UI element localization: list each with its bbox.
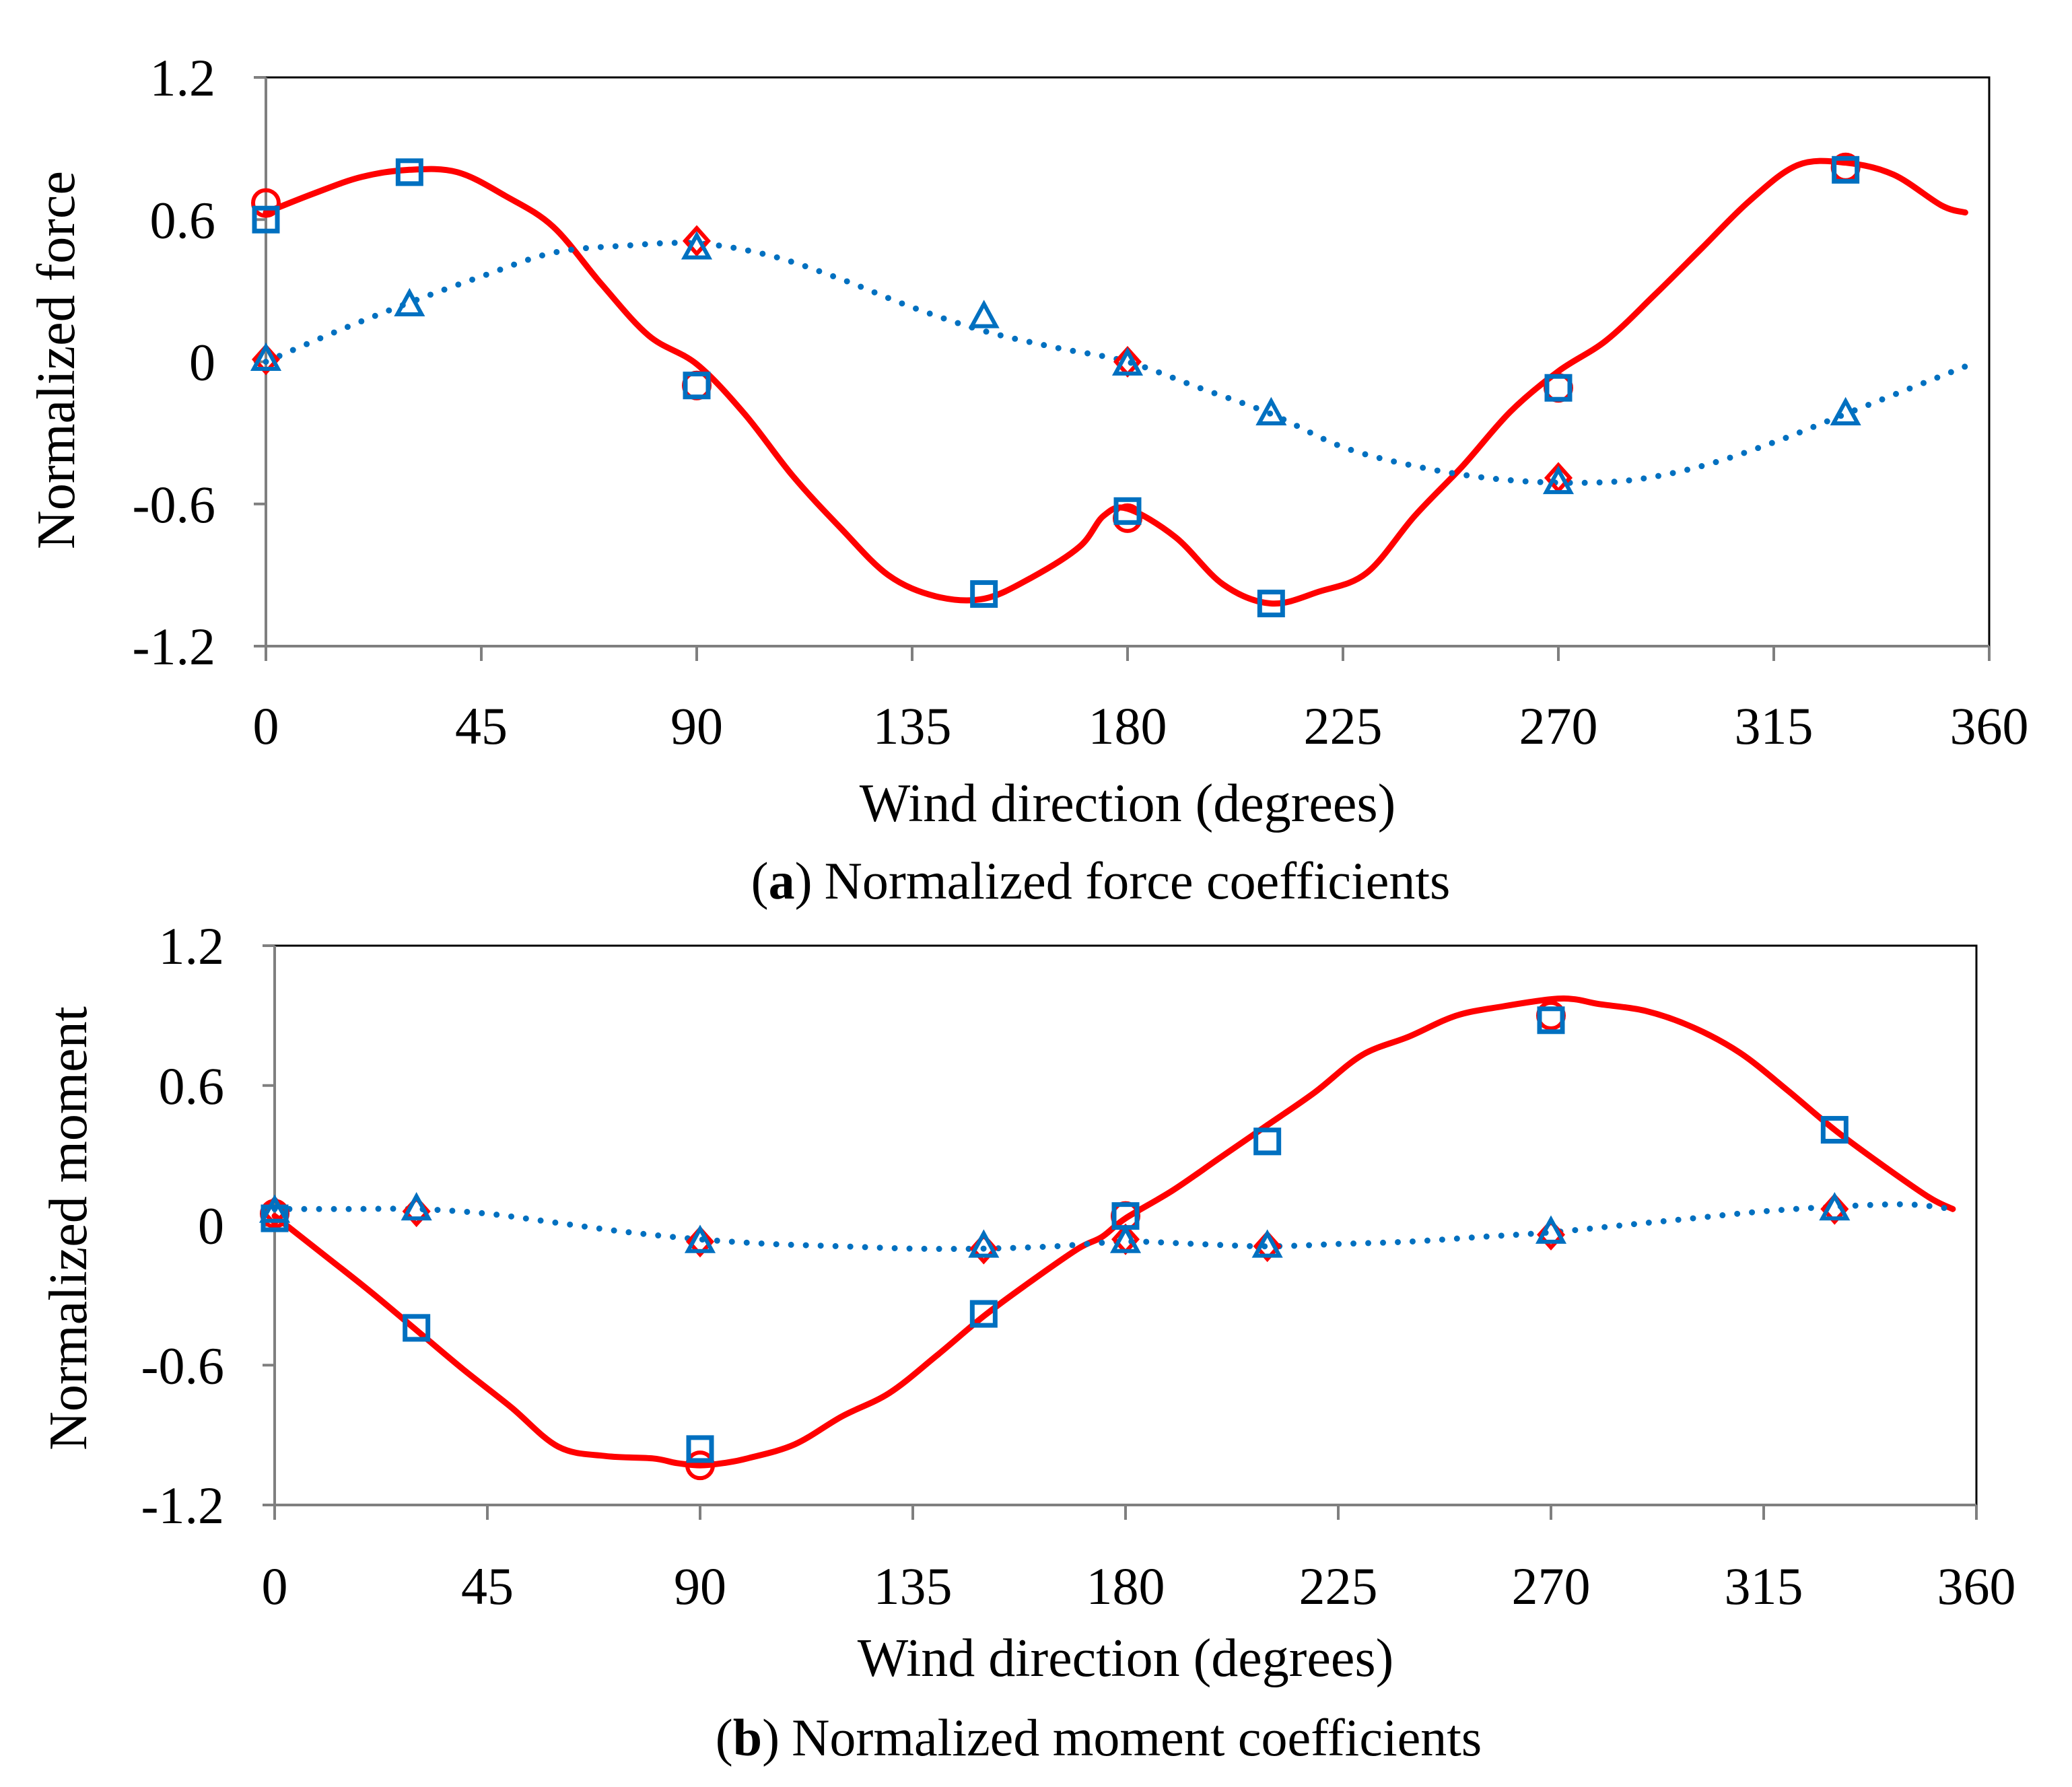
y-axis-title: Normalized moment <box>39 1006 98 1450</box>
marker-diamond <box>682 225 712 257</box>
y-tick-label: 1.2 <box>159 917 225 975</box>
marker-square <box>1257 590 1285 618</box>
x-tick-label: 135 <box>873 697 952 755</box>
marker-circle <box>1544 373 1573 403</box>
x-tick-label: 360 <box>1950 697 2029 755</box>
marker-circle <box>251 188 281 218</box>
marker-circle <box>685 1450 715 1481</box>
marker-triangle <box>250 342 282 371</box>
x-tick-label: 0 <box>262 1557 288 1615</box>
y-tick-label: 0.6 <box>159 1057 225 1115</box>
series-solid-line <box>271 995 1956 1469</box>
x-tick-label: 180 <box>1089 697 1167 755</box>
caption-open-paren: ( <box>716 1708 733 1767</box>
caption-open-paren: ( <box>751 851 769 910</box>
marker-triangle <box>1111 347 1144 376</box>
caption-close-paren: ) <box>795 851 813 910</box>
y-tick-label: 0.6 <box>150 190 216 249</box>
x-tick-label: 225 <box>1304 697 1383 755</box>
marker-square <box>686 1435 714 1463</box>
caption: (a) Normalized force coefficients <box>751 851 1451 910</box>
y-tick-label: -0.6 <box>133 475 215 534</box>
marker-square <box>252 205 280 234</box>
marker-triangle <box>1542 465 1575 495</box>
x-tick-label: 315 <box>1735 697 1814 755</box>
marker-triangle <box>394 287 425 316</box>
caption-title: Normalized moment coefficients <box>792 1708 1482 1767</box>
x-tick-label: 45 <box>461 1557 514 1615</box>
marker-diamond <box>685 1226 715 1258</box>
x-tick-label: 360 <box>1937 1557 2016 1615</box>
marker-triangle <box>1819 1191 1851 1221</box>
marker-square <box>969 1300 998 1328</box>
marker-triangle <box>1535 1215 1567 1244</box>
marker-square <box>970 580 998 608</box>
y-tick-label: 0 <box>189 333 215 392</box>
x-tick-label: 135 <box>874 1557 953 1615</box>
series-solid-line <box>263 157 1968 607</box>
marker-square <box>1111 1202 1140 1230</box>
y-tick-label: 0 <box>198 1197 224 1255</box>
marker-triangle <box>1830 396 1861 425</box>
marker-square <box>1820 1116 1849 1144</box>
x-tick-label: 270 <box>1512 1557 1591 1615</box>
caption-title: Normalized force coefficients <box>825 851 1451 910</box>
marker-circle <box>682 370 712 400</box>
chart-a: 1.2 0.6 0 -0.6 -1.2 0 45 90 135 180 225 270 315 360 Wi… <box>27 48 2029 910</box>
x-tick-label: 45 <box>455 697 508 755</box>
y-tick-label: 1.2 <box>150 48 216 107</box>
marker-triangle <box>401 1191 432 1221</box>
x-tick-label: 90 <box>670 697 723 755</box>
x-tick-label: 90 <box>674 1557 726 1615</box>
marker-triangle <box>1109 1224 1142 1253</box>
marker-diamond <box>251 343 281 376</box>
x-axis-title: Wind direction (degrees) <box>858 1629 1393 1688</box>
marker-diamond <box>1253 1230 1282 1263</box>
x-tick-label: 0 <box>253 697 279 755</box>
series-dotted-line <box>271 1201 1956 1253</box>
y-tick-label: -1.2 <box>133 617 215 676</box>
x-tick-label: 315 <box>1725 1557 1803 1615</box>
marker-triangle <box>1255 396 1287 425</box>
marker-square <box>395 158 423 186</box>
x-axis-title: Wind direction (degrees) <box>860 774 1395 833</box>
y-tick-label: -0.6 <box>141 1336 224 1395</box>
caption-close-paren: ) <box>762 1708 780 1767</box>
caption-letter: b <box>733 1708 762 1767</box>
y-tick-label: -1.2 <box>141 1476 224 1535</box>
marker-triangle <box>684 1224 716 1253</box>
marker-square <box>683 372 711 400</box>
marker-triangle <box>681 231 713 260</box>
marker-square <box>1544 374 1573 402</box>
caption-letter: a <box>769 851 795 910</box>
marker-square <box>1832 155 1860 184</box>
marker-triangle <box>1251 1229 1283 1258</box>
x-tick-label: 180 <box>1086 1557 1165 1615</box>
plot-frame <box>265 76 1991 647</box>
caption: (b) Normalized moment coefficients <box>716 1708 1482 1767</box>
chart-b: 1.2 0.6 0 -0.6 -1.2 0 45 90 135 180 225 270 315 360 Wi… <box>39 917 2016 1767</box>
marker-square <box>1537 1006 1565 1035</box>
marker-triangle <box>258 1194 291 1223</box>
marker-square <box>403 1314 431 1342</box>
x-tick-label: 225 <box>1299 1557 1378 1615</box>
marker-triangle <box>968 1229 1000 1258</box>
marker-diamond <box>1820 1193 1849 1225</box>
marker-square <box>1253 1127 1282 1156</box>
marker-triangle <box>968 300 1000 328</box>
x-tick-label: 270 <box>1519 697 1598 755</box>
marker-square <box>1113 497 1142 525</box>
y-axis-title: Normalized force <box>27 171 86 549</box>
marker-square <box>261 1204 289 1232</box>
